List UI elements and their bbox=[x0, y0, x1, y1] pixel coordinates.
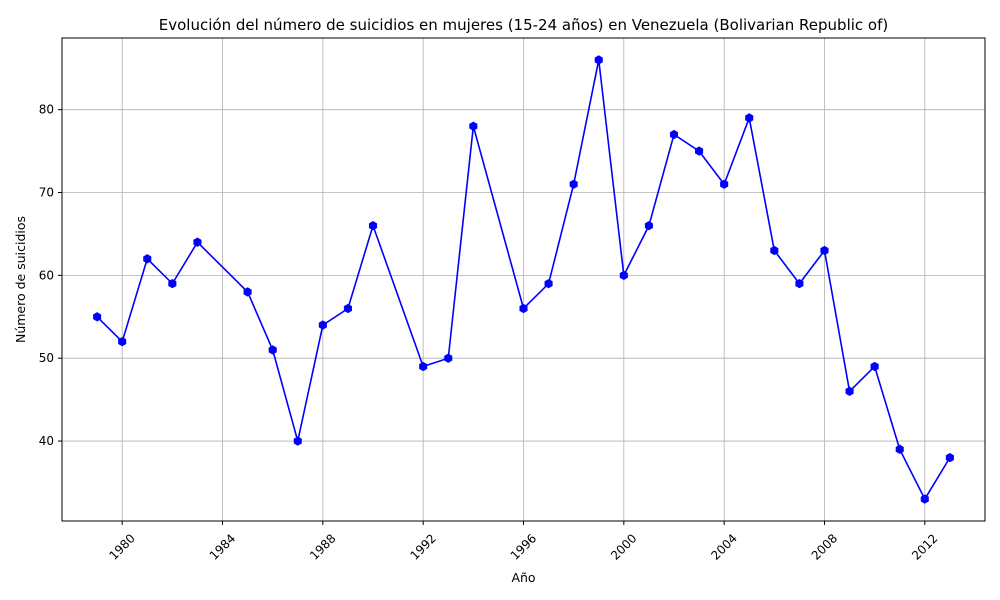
x-tick-label: 1992 bbox=[407, 531, 438, 562]
x-tick-label: 2000 bbox=[608, 531, 639, 562]
x-tick-label: 2012 bbox=[909, 531, 940, 562]
data-point bbox=[168, 278, 177, 289]
grid-lines bbox=[62, 38, 985, 521]
data-point bbox=[870, 361, 879, 372]
x-tick-label: 1988 bbox=[307, 531, 338, 562]
data-point bbox=[93, 312, 102, 322]
series-line bbox=[96, 59, 951, 501]
y-tick-label: 80 bbox=[39, 103, 54, 117]
data-point bbox=[795, 278, 804, 289]
data-point bbox=[368, 220, 378, 231]
data-point bbox=[293, 436, 302, 446]
x-tick-label: 2004 bbox=[708, 531, 739, 562]
y-tick-label: 50 bbox=[39, 351, 54, 365]
x-axis-label: Año bbox=[511, 570, 535, 585]
data-point bbox=[569, 179, 578, 189]
data-point bbox=[143, 254, 152, 264]
x-tick-label: 1980 bbox=[106, 531, 137, 562]
y-tick-label: 60 bbox=[39, 268, 54, 282]
data-point bbox=[770, 245, 779, 256]
data-point bbox=[193, 237, 202, 247]
data-point bbox=[419, 361, 428, 372]
data-point bbox=[519, 303, 528, 314]
data-point bbox=[268, 345, 277, 355]
data-point bbox=[243, 287, 252, 297]
data-point bbox=[845, 386, 854, 397]
y-axis-label: Número de suicidios bbox=[13, 216, 28, 343]
data-point bbox=[669, 129, 679, 140]
series-line-layer bbox=[96, 59, 951, 501]
chart-title: Evolución del número de suicidios en muj… bbox=[159, 16, 888, 34]
x-tick-label: 2008 bbox=[809, 531, 840, 562]
y-tick-label: 40 bbox=[39, 434, 54, 448]
data-point bbox=[318, 320, 327, 330]
data-point bbox=[544, 278, 553, 289]
data-point bbox=[820, 245, 829, 256]
data-point bbox=[469, 121, 478, 131]
data-point-layer bbox=[93, 55, 954, 504]
data-point bbox=[118, 336, 127, 347]
data-point bbox=[695, 146, 704, 156]
data-point bbox=[895, 444, 904, 455]
y-tick-label: 70 bbox=[39, 186, 54, 200]
data-point bbox=[720, 179, 729, 189]
data-point bbox=[920, 494, 929, 504]
data-point bbox=[343, 303, 352, 314]
data-point bbox=[644, 220, 653, 231]
x-tick-label: 1984 bbox=[207, 531, 238, 562]
data-point bbox=[444, 353, 453, 363]
data-point bbox=[619, 270, 628, 281]
axis-ticks: 1980 1984 1988 1992 1996 2000 2004 2008 2012 40 50… bbox=[39, 103, 941, 563]
data-point bbox=[594, 55, 603, 65]
data-point bbox=[945, 452, 954, 463]
x-tick-label: 1996 bbox=[508, 531, 539, 562]
data-point bbox=[745, 113, 754, 123]
